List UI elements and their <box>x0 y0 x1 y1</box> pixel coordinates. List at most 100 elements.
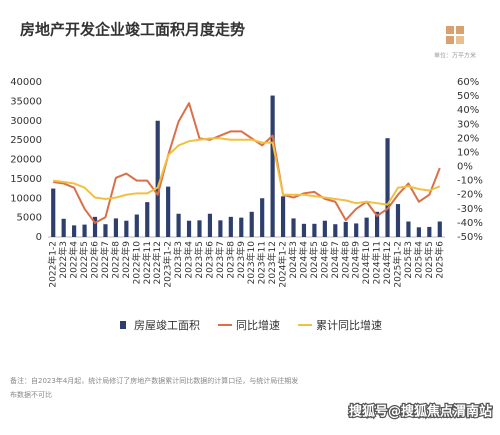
bar <box>124 220 129 237</box>
bar <box>312 223 317 237</box>
y-tick-label: 30000 <box>10 116 42 127</box>
x-tick-label: 2023年10 <box>245 241 257 285</box>
x-tick-label: 2025年4 <box>412 241 424 279</box>
bar <box>92 216 98 237</box>
x-tick-label: 2022年4 <box>68 241 80 279</box>
bar <box>228 216 233 237</box>
footnote: 备注：自2023年4月起，统计局修订了房地产数据累计同比数据的计算口径，与统计局… <box>10 376 298 385</box>
y2-tick-label: -30% <box>457 204 483 215</box>
y2-tick-label: -10% <box>457 176 483 187</box>
bar <box>385 138 390 237</box>
y-tick-label: 20000 <box>10 155 42 166</box>
bar <box>291 218 296 237</box>
bar <box>166 186 171 237</box>
y2-tick-label: -40% <box>457 218 483 229</box>
x-tick-label: 2025年6 <box>433 241 445 279</box>
y2-tick-label: 20% <box>457 133 479 144</box>
x-tick-label: 2022年12 <box>151 241 163 284</box>
bar <box>406 221 411 237</box>
x-tick-label: 2024年1-2 <box>277 241 289 288</box>
logo <box>446 26 464 44</box>
chart-title: 房地产开发企业竣工面积月度走势 <box>20 21 245 39</box>
y2-tick-label: 0% <box>457 162 473 173</box>
x-tick-label: 2023年5 <box>193 241 205 279</box>
x-tick-label: 2022年7 <box>99 241 111 279</box>
bar <box>354 223 359 237</box>
x-tick-label: 2023年11 <box>256 241 268 284</box>
bar <box>333 224 338 237</box>
bar <box>270 95 275 237</box>
x-tick-label: 2025年5 <box>423 241 435 279</box>
legend-label: 房屋竣工面积 <box>134 318 200 332</box>
x-tick-label: 2024年3 <box>287 241 299 279</box>
bar <box>437 221 442 237</box>
bar <box>395 204 401 237</box>
y-tick-label: 10000 <box>10 193 42 204</box>
x-tick-label: 2024年10 <box>360 241 372 285</box>
bar <box>260 198 265 237</box>
x-tick-label: 2022年11 <box>141 241 153 284</box>
bar <box>51 188 56 237</box>
unit-note: 单位：万平方米 <box>434 52 476 60</box>
bar <box>197 220 202 237</box>
bar <box>207 213 213 237</box>
bar <box>249 211 254 237</box>
x-tick-label: 2025年1-2 <box>391 241 403 288</box>
bar <box>427 226 432 237</box>
x-tick-label: 2022年8 <box>109 241 121 279</box>
x-tick-label: 2022年3 <box>57 241 69 279</box>
y2-tick-label: 10% <box>457 147 479 158</box>
x-tick-label: 2024年9 <box>350 241 362 279</box>
y2-tick-label: -50% <box>457 232 483 243</box>
bar <box>322 220 327 237</box>
bar <box>186 220 192 237</box>
y2-tick-label: 50% <box>457 91 479 102</box>
bar <box>301 223 307 237</box>
x-tick-label: 2023年1-2 <box>162 241 174 288</box>
y-tick-label: 25000 <box>10 135 42 146</box>
bar <box>155 120 160 237</box>
footnote: 布数据不可比 <box>10 390 52 399</box>
y-tick-label: 35000 <box>10 96 42 107</box>
x-tick-label: 2024年7 <box>329 241 341 279</box>
x-tick-label: 2023年3 <box>172 241 184 279</box>
y2-tick-label: -20% <box>457 190 483 201</box>
y2-tick-label: 40% <box>457 105 479 116</box>
legend-swatch <box>120 321 126 329</box>
bar <box>145 202 150 237</box>
bar <box>72 225 77 237</box>
line <box>53 137 441 206</box>
bar <box>82 224 87 237</box>
legend-label: 累计同比增速 <box>316 318 382 332</box>
bar <box>280 196 286 237</box>
y-tick-label: 40000 <box>10 77 42 88</box>
x-tick-label: 2022年9 <box>120 241 132 279</box>
y2-tick-label: 30% <box>457 119 479 130</box>
legend-label: 同比增速 <box>236 318 280 332</box>
y2-tick-label: 60% <box>457 77 479 88</box>
x-tick-label: 2023年9 <box>235 241 247 279</box>
x-tick-label: 2023年12 <box>266 241 278 284</box>
x-tick-label: 2022年6 <box>89 241 101 279</box>
bar <box>61 218 66 237</box>
x-tick-label: 2024年5 <box>308 241 320 279</box>
x-tick-label: 2023年6 <box>203 241 215 279</box>
bar <box>176 213 181 237</box>
y-tick-label: 0 <box>36 232 42 243</box>
y-tick-label: 5000 <box>17 213 42 224</box>
bar <box>134 214 139 237</box>
bar <box>416 227 421 237</box>
x-tick-label: 2024年11 <box>371 241 383 284</box>
bar <box>239 217 244 237</box>
line <box>53 102 441 224</box>
bar <box>103 224 108 237</box>
x-tick-label: 2022年5 <box>78 241 90 279</box>
y-tick-label: 15000 <box>10 174 42 185</box>
bar <box>343 221 348 237</box>
x-tick-label: 2024年4 <box>297 241 309 279</box>
x-tick-label: 2025年3 <box>402 241 414 279</box>
x-tick-label: 2022年1-2 <box>47 241 59 288</box>
x-tick-label: 2024年8 <box>339 241 351 279</box>
watermark: 搜狐号@搜狐焦点渭南站 <box>349 404 492 420</box>
